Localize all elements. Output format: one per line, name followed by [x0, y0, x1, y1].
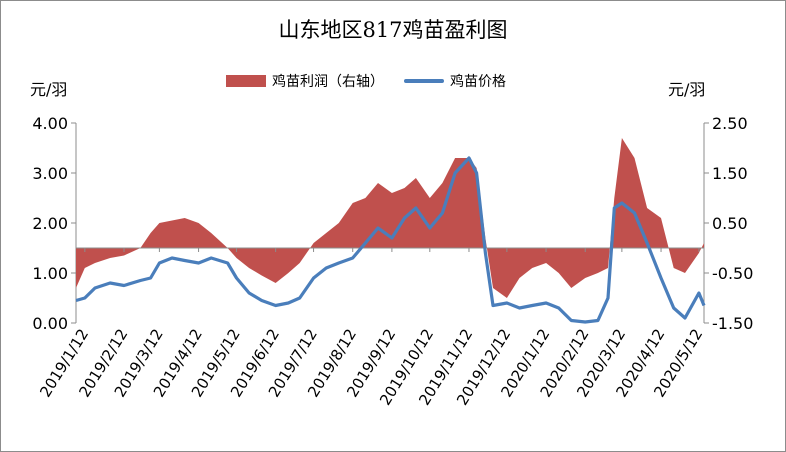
legend-swatch-price	[404, 79, 444, 83]
legend-item-profit: 鸡苗利润（右轴）	[226, 71, 384, 91]
legend-label-price: 鸡苗价格	[450, 74, 506, 90]
legend-swatch-profit	[226, 75, 266, 87]
right-axis-tick-label: -1.50	[712, 314, 753, 333]
profit-area	[76, 138, 704, 298]
right-axis-tick-label: 2.50	[712, 114, 748, 133]
left-axis-tick-label: 2.00	[32, 214, 68, 233]
left-axis-tick-label: 1.00	[32, 264, 68, 283]
left-axis-tick-label: 4.00	[32, 114, 68, 133]
chart-title: 山东地区817鸡苗盈利图	[278, 18, 508, 42]
right-axis-tick-label: 1.50	[712, 164, 748, 183]
right-axis-tick-label: 0.50	[712, 214, 748, 233]
legend-label-profit: 鸡苗利润（右轴）	[272, 74, 384, 90]
legend: 鸡苗利润（右轴） 鸡苗价格	[226, 71, 526, 91]
right-axis-unit: 元/羽	[668, 80, 706, 99]
right-axis-tick-label: -0.50	[712, 264, 753, 283]
left-axis-tick-label: 3.00	[32, 164, 68, 183]
left-axis-tick-label: 0.00	[32, 314, 68, 333]
legend-item-price: 鸡苗价格	[404, 71, 506, 91]
price-line	[75, 156, 706, 324]
left-axis-unit: 元/羽	[30, 80, 68, 99]
